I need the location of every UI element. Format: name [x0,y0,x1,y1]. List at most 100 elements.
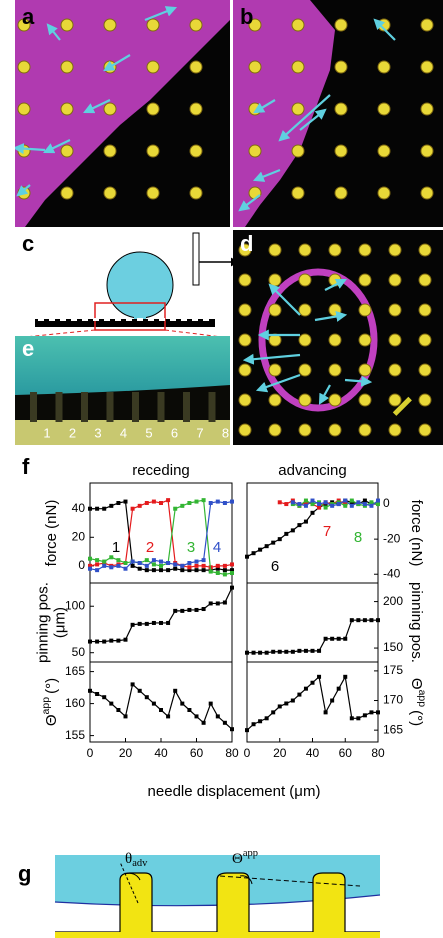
pillar-dot [268,303,282,317]
data-point [194,714,199,719]
data-point [284,531,289,536]
series-label: 2 [146,539,154,556]
data-point [343,498,348,503]
data-point [88,563,92,568]
data-point [102,506,107,511]
y-tick-label: -20 [383,531,401,545]
symbol-part: (°) [43,678,60,694]
data-point [230,585,234,590]
pillar-dot [377,144,391,158]
displacement-arrow [299,108,327,131]
data-point [277,500,282,505]
data-point [376,502,380,507]
micrograph-a [15,0,230,227]
pillar [192,318,198,321]
symbol-label: Θapp [232,848,258,867]
data-point [310,648,315,653]
symbol-part: app [243,848,258,859]
series-label: 7 [323,523,331,540]
pillar-dot [328,303,342,317]
data-point [356,716,361,721]
data-point [222,572,227,577]
pillar-dot [291,60,305,74]
data-point [215,566,220,571]
pillar-dot [334,60,348,74]
panel-letter: a [22,4,35,29]
data-point [130,682,135,687]
data-point [166,620,171,625]
data-point [151,499,156,504]
data-point [159,559,163,564]
data-point [349,618,354,623]
data-point [180,563,185,568]
pillar-dot [328,423,342,437]
data-point [264,650,269,655]
data-point [173,688,178,693]
pillar-dot [418,333,432,347]
pillar-dot [146,60,160,74]
data-point [88,556,92,561]
pillar-dot [103,18,117,32]
data-point [277,704,282,709]
data-point [180,608,185,613]
data-point [215,499,220,504]
pillar-dot [291,102,305,116]
pillar [71,318,77,321]
data-point [230,562,234,567]
pillar [60,318,66,321]
pillar [38,318,44,321]
data-point [290,528,295,533]
pillar-dot [418,393,432,407]
pillar-number: 2 [69,425,76,440]
symbol-part: app [40,697,52,715]
x-tick-label: 20 [119,746,133,760]
displacement-arrow [324,279,347,291]
displacement-arrow [83,99,111,114]
displacement-arrow [252,168,281,182]
pillar-dot [189,18,203,32]
pillar-dot [377,102,391,116]
pillar-dot [291,144,305,158]
data-point [187,568,192,573]
data-point [187,561,192,565]
data-point [369,503,374,508]
displacement-arrow [344,375,373,387]
pillar-dot [328,333,342,347]
pillar-dot [189,60,203,74]
displacement-arrow [268,283,301,316]
pillar-dot [388,333,402,347]
displacement-arrow [144,6,178,22]
data-point [180,503,185,508]
pillar-dot [268,363,282,377]
data-point [297,648,302,653]
data-point [362,713,367,718]
pillar-number: 1 [43,425,50,440]
data-point [144,568,149,573]
x-tick-label: 0 [244,746,251,760]
series-label: 8 [354,529,362,546]
data-point [95,568,100,573]
x-tick-label: 80 [371,746,385,760]
pillar-dot [17,102,31,116]
x-axis-label: needle displacement (μm) [148,783,321,800]
pillar-dot [334,18,348,32]
data-point [95,639,100,644]
pillar-dot [238,423,252,437]
data-point [297,692,302,697]
x-tick-label: 80 [225,746,239,760]
data-point [323,636,328,641]
pillar [55,392,63,422]
data-point [376,618,380,623]
y-axis-label: (μm) [51,607,68,638]
data-point [95,558,100,563]
data-point [173,608,178,613]
pillar-dot [291,18,305,32]
pillar-dot [298,363,312,377]
panel-letter: e [22,336,34,361]
data-point [222,501,227,505]
data-point [362,498,367,503]
data-point [201,498,206,503]
pillar [104,318,110,321]
data-point [194,559,199,564]
displacement-arrow [255,373,301,393]
